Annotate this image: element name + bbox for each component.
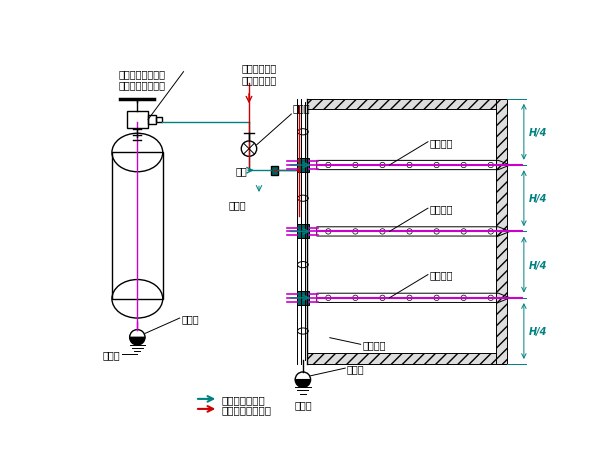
Bar — [307, 354, 507, 365]
Text: 排污口: 排污口 — [103, 349, 121, 359]
Text: 经过过滤并减
压的饱和蕌气: 经过过滤并减 压的饱和蕌气 — [241, 63, 277, 85]
Bar — [148, 116, 156, 125]
Text: H/4: H/4 — [529, 260, 547, 270]
Text: 痴水器: 痴水器 — [181, 313, 199, 323]
Text: H/4: H/4 — [529, 194, 547, 204]
Text: 干蕌气运动方向: 干蕌气运动方向 — [221, 394, 265, 404]
Ellipse shape — [298, 129, 308, 136]
Text: H/4: H/4 — [529, 327, 547, 337]
Text: 调节阀（手动式、
电动式、电磁式）: 调节阀（手动式、 电动式、电磁式） — [118, 69, 165, 90]
Text: H/4: H/4 — [529, 128, 547, 138]
Ellipse shape — [298, 196, 308, 202]
Ellipse shape — [298, 328, 308, 335]
Text: 噴杆总成: 噴杆总成 — [429, 204, 453, 214]
Circle shape — [241, 142, 257, 157]
Text: 三通: 三通 — [236, 166, 248, 176]
Bar — [297, 291, 309, 305]
Text: 截止阀: 截止阀 — [293, 102, 311, 112]
Bar — [127, 112, 148, 129]
Text: 饱和蕌气运动方向: 饱和蕌气运动方向 — [221, 404, 271, 414]
Ellipse shape — [298, 262, 308, 268]
Bar — [156, 118, 162, 122]
Bar — [496, 99, 507, 365]
Bar — [270, 166, 278, 176]
Text: 空调筱板: 空调筱板 — [362, 339, 386, 349]
Text: 痴水器: 痴水器 — [347, 363, 364, 373]
Wedge shape — [129, 330, 145, 337]
Wedge shape — [295, 372, 311, 380]
Bar — [307, 99, 507, 110]
Text: 噴杆总成: 噴杆总成 — [429, 138, 453, 148]
Text: 排污口: 排污口 — [294, 399, 312, 409]
Bar — [297, 225, 309, 239]
Text: 干蕌气: 干蕌气 — [228, 199, 246, 209]
Wedge shape — [295, 380, 311, 387]
Bar — [297, 159, 309, 173]
Wedge shape — [129, 337, 145, 345]
Bar — [112, 153, 163, 299]
Text: 噴杆总成: 噴杆总成 — [429, 270, 453, 280]
